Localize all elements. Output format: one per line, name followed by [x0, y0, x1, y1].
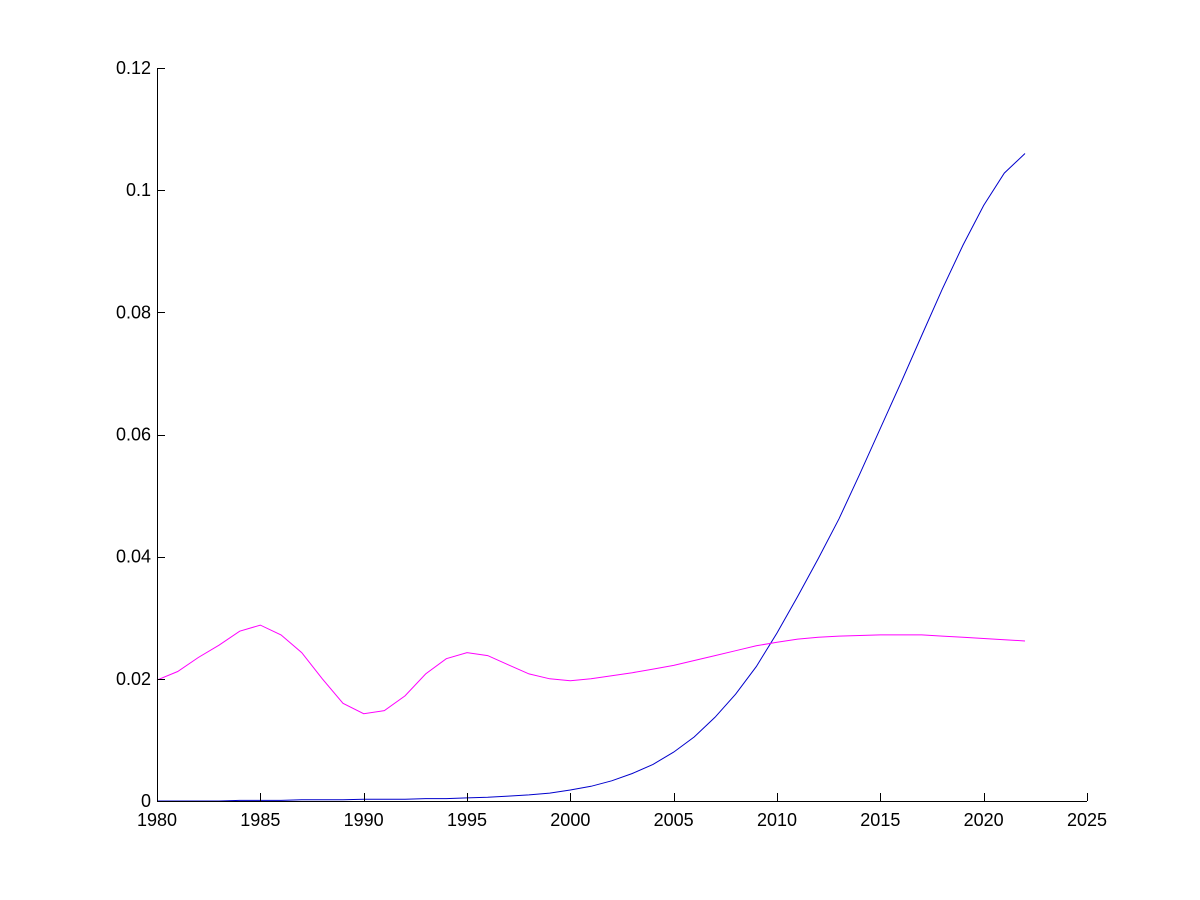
series-layer	[156, 153, 1026, 802]
series-line-2	[156, 624, 1026, 715]
y-tick-label: 0.1	[126, 180, 151, 200]
y-tick-label: 0.08	[116, 302, 151, 322]
y-tick-label: 0.04	[116, 547, 151, 567]
y-tick-label: 0.12	[116, 58, 151, 78]
x-tick-label: 1990	[344, 810, 384, 830]
x-tick-label: 1985	[240, 810, 280, 830]
series-line-1	[157, 153, 1026, 802]
y-tick-label: 0.02	[116, 669, 151, 689]
x-tick-label: 2020	[964, 810, 1004, 830]
x-tick-label: 2000	[550, 810, 590, 830]
x-tick-label: 2025	[1067, 810, 1107, 830]
x-tick-label: 1980	[137, 810, 177, 830]
x-tick-label: 2015	[860, 810, 900, 830]
x-tick-label: 2005	[654, 810, 694, 830]
x-tick-label: 1995	[447, 810, 487, 830]
x-axis-ticks: 1980 1985 1990 1995 2000 2005 2010 2015 2020 2025	[137, 793, 1107, 830]
x-tick-label: 2010	[757, 810, 797, 830]
y-axis-ticks: 0 0.02 0.04 0.06 0.08 0.1 0.12	[116, 58, 165, 811]
y-tick-label: 0	[141, 791, 151, 811]
y-tick-label: 0.06	[116, 425, 151, 445]
